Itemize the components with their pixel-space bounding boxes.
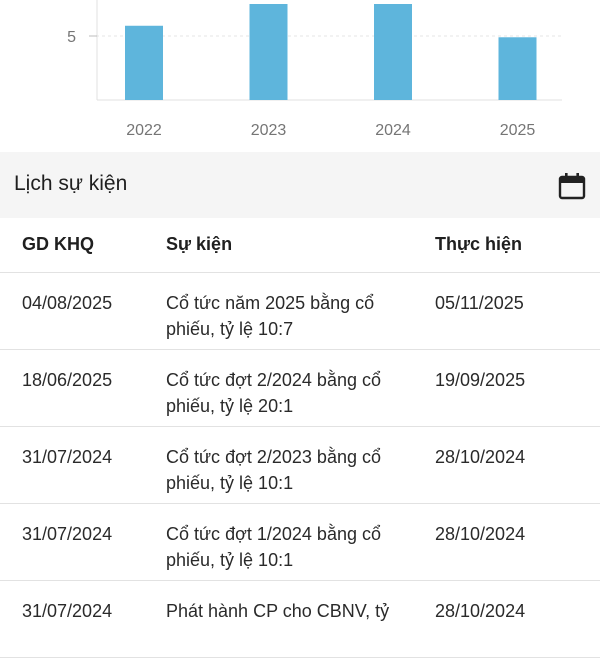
- row-date: 31/07/2024: [22, 601, 113, 621]
- row-exec-date: 19/09/2025: [435, 370, 526, 390]
- row-date: 04/08/2025: [22, 293, 113, 313]
- x-ticks-group: 2022 2023 2024 2025: [126, 122, 535, 139]
- row-event: Cổ tức đợt 1/2024 bằng cổ phiếu, tỷ lệ 1…: [166, 524, 381, 570]
- table-row[interactable]: 18/06/2025 Cổ tức đợt 2/2024 bằng cổ phi…: [0, 350, 600, 427]
- calendar-icon[interactable]: [558, 172, 586, 200]
- row-event: Cổ tức đợt 2/2024 bằng cổ phiếu, tỷ lệ 2…: [166, 370, 381, 416]
- x-tick-label-2025: 2025: [500, 122, 536, 139]
- column-header-date: GD KHQ: [22, 234, 94, 254]
- table-row[interactable]: 04/08/2025 Cổ tức năm 2025 bằng cổ phiếu…: [0, 273, 600, 350]
- row-date: 18/06/2025: [22, 370, 113, 390]
- row-exec-date: 28/10/2024: [435, 601, 526, 621]
- row-date: 31/07/2024: [22, 524, 113, 544]
- section-title: Lịch sự kiện: [14, 172, 128, 195]
- table-row[interactable]: 31/07/2024 Cổ tức đợt 1/2024 bằng cổ phi…: [0, 504, 600, 581]
- table-header: GD KHQ Sự kiện Thực hiện: [0, 218, 600, 273]
- row-exec-date: 28/10/2024: [435, 447, 526, 467]
- row-event: Phát hành CP cho CBNV, tỷ: [166, 601, 390, 621]
- chart-svg: 5 2022 2023 2024 2025: [67, 0, 562, 139]
- table-row[interactable]: 31/07/2024 Phát hành CP cho CBNV, tỷ 28/…: [0, 581, 600, 658]
- bar-chart: 5 2022 2023 2024 2025: [0, 0, 600, 152]
- events-header: Lịch sự kiện: [0, 152, 600, 218]
- row-event: Cổ tức đợt 2/2023 bằng cổ phiếu, tỷ lệ 1…: [166, 447, 381, 493]
- bars-group: [125, 4, 537, 100]
- events-table: GD KHQ Sự kiện Thực hiện 04/08/2025 Cổ t…: [0, 218, 600, 658]
- bar-2025: [498, 37, 537, 100]
- row-exec-date: 05/11/2025: [435, 293, 524, 313]
- column-header-exec: Thực hiện: [435, 234, 523, 254]
- row-date: 31/07/2024: [22, 447, 113, 467]
- x-tick-label-2024: 2024: [375, 122, 411, 139]
- column-header-event: Sự kiện: [166, 234, 233, 254]
- x-tick-label-2023: 2023: [251, 122, 287, 139]
- table-row[interactable]: 31/07/2024 Cổ tức đợt 2/2023 bằng cổ phi…: [0, 427, 600, 504]
- y-tick-label: 5: [67, 29, 76, 46]
- x-tick-label-2022: 2022: [126, 122, 162, 139]
- row-exec-date: 28/10/2024: [435, 524, 526, 544]
- bar-2024: [374, 4, 412, 100]
- row-event: Cổ tức năm 2025 bằng cổ phiếu, tỷ lệ 10:…: [166, 293, 375, 339]
- bar-2022: [125, 25, 163, 100]
- bar-2023: [249, 4, 288, 100]
